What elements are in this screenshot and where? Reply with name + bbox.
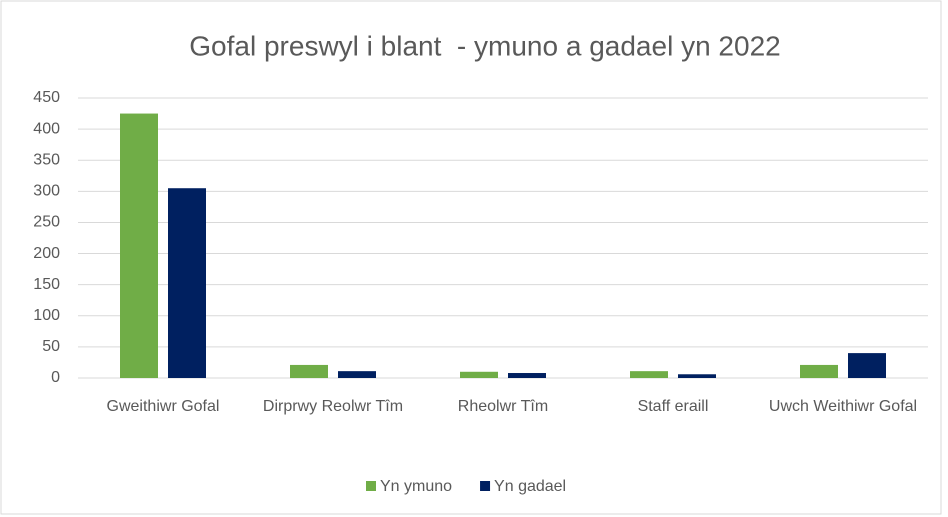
y-tick-label: 0 — [51, 369, 60, 386]
bar — [800, 364, 838, 378]
x-tick-label: Rheolwr Tîm — [457, 398, 549, 415]
bar — [630, 371, 668, 378]
y-tick-label: 300 — [33, 183, 60, 200]
y-tick-label: 400 — [33, 120, 60, 137]
legend-swatch — [480, 481, 491, 491]
y-tick-label: 450 — [33, 89, 60, 106]
bar — [120, 113, 158, 379]
legend-label: Yn gadael — [494, 478, 566, 495]
y-tick-label: 250 — [33, 214, 60, 231]
y-tick-label: 350 — [33, 151, 60, 168]
bar — [338, 371, 376, 378]
x-tick-label: Staff eraill — [637, 398, 709, 415]
bar — [460, 371, 498, 378]
legend-swatch — [366, 481, 376, 491]
x-tick-label: Gweithiwr Gofal — [106, 398, 220, 415]
legend-label: Yn ymuno — [380, 478, 452, 495]
bar — [168, 188, 206, 378]
y-tick-label: 100 — [33, 307, 60, 324]
chart-title: Gofal preswyl i blant - ymuno a gadael y… — [189, 30, 780, 61]
x-tick-label: Uwch Weithiwr Gofal — [768, 398, 918, 415]
bar — [678, 374, 716, 378]
bar — [848, 353, 886, 378]
x-tick-label: Dirprwy Reolwr Tîm — [262, 398, 404, 415]
y-tick-label: 50 — [42, 338, 60, 355]
y-tick-label: 150 — [33, 276, 60, 293]
bar — [290, 364, 328, 378]
bar — [508, 373, 546, 378]
y-tick-label: 200 — [33, 245, 60, 262]
